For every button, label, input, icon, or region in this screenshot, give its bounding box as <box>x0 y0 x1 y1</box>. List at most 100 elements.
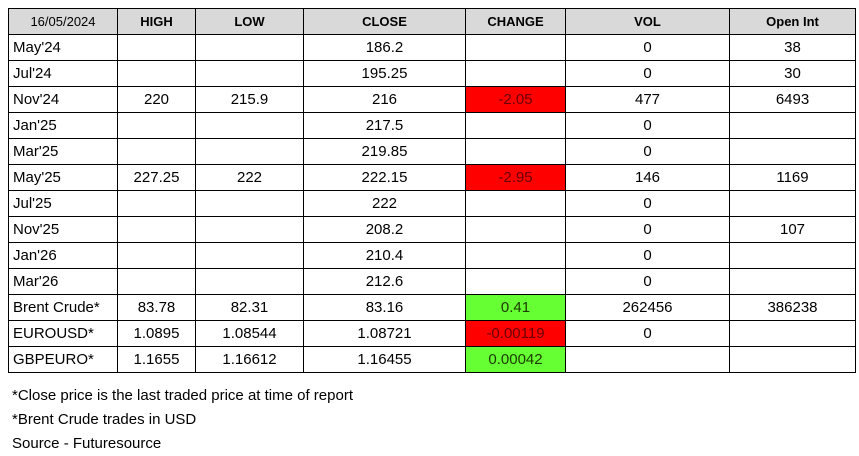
cell-name: Jan'25 <box>8 112 118 139</box>
cell-vol <box>565 346 730 373</box>
cell-high <box>117 112 196 139</box>
cell-low <box>195 268 304 295</box>
prices-table: 16/05/2024 HIGH LOW CLOSE CHANGE VOL Open Int … <box>8 8 856 373</box>
cell-vol: 0 <box>565 190 730 217</box>
cell-high <box>117 242 196 269</box>
cell-oi: 6493 <box>729 86 856 113</box>
table-row: Brent Crude* 83.78 82.31 83.16 0.41 262456 386… <box>8 294 856 321</box>
cell-name: Jan'26 <box>8 242 118 269</box>
cell-low: 82.31 <box>195 294 304 321</box>
cell-vol: 0 <box>565 216 730 243</box>
cell-close: 212.6 <box>303 268 466 295</box>
cell-high: 83.78 <box>117 294 196 321</box>
cell-change: -0.00119 <box>465 320 566 347</box>
cell-change <box>465 112 566 139</box>
cell-name: Jul'24 <box>8 60 118 87</box>
cell-name: May'25 <box>8 164 118 191</box>
cell-name: Mar'25 <box>8 138 118 165</box>
header-row: 16/05/2024 HIGH LOW CLOSE CHANGE VOL Open Int <box>8 8 856 35</box>
cell-change <box>465 190 566 217</box>
cell-vol: 0 <box>565 60 730 87</box>
table-row: May'24 186.2 0 38 <box>8 34 856 61</box>
cell-oi <box>729 138 856 165</box>
column-header: CHANGE <box>465 8 566 35</box>
cell-close: 210.4 <box>303 242 466 269</box>
cell-close: 219.85 <box>303 138 466 165</box>
cell-high: 1.1655 <box>117 346 196 373</box>
cell-oi <box>729 320 856 347</box>
footnotes: *Close price is the last traded price at… <box>12 384 353 456</box>
column-header: CLOSE <box>303 8 466 35</box>
table-row: Jul'25 222 0 <box>8 190 856 217</box>
table-row: EUROUSD* 1.0895 1.08544 1.08721 -0.00119 0 <box>8 320 856 347</box>
cell-close: 222 <box>303 190 466 217</box>
cell-change: -2.95 <box>465 164 566 191</box>
cell-high <box>117 34 196 61</box>
cell-vol: 146 <box>565 164 730 191</box>
cell-change: -2.05 <box>465 86 566 113</box>
cell-change <box>465 60 566 87</box>
cell-close: 222.15 <box>303 164 466 191</box>
cell-high: 220 <box>117 86 196 113</box>
cell-oi: 1169 <box>729 164 856 191</box>
cell-close: 1.16455 <box>303 346 466 373</box>
table-row: Jan'25 217.5 0 <box>8 112 856 139</box>
cell-low <box>195 138 304 165</box>
column-header: LOW <box>195 8 304 35</box>
table-row: GBPEURO* 1.1655 1.16612 1.16455 0.00042 <box>8 346 856 373</box>
cell-close: 195.25 <box>303 60 466 87</box>
column-header: 16/05/2024 <box>8 8 118 35</box>
cell-close: 217.5 <box>303 112 466 139</box>
cell-close: 216 <box>303 86 466 113</box>
cell-oi <box>729 112 856 139</box>
cell-low <box>195 190 304 217</box>
cell-low: 215.9 <box>195 86 304 113</box>
table-row: Nov'25 208.2 0 107 <box>8 216 856 243</box>
cell-vol: 477 <box>565 86 730 113</box>
cell-change <box>465 216 566 243</box>
cell-close: 83.16 <box>303 294 466 321</box>
column-header: HIGH <box>117 8 196 35</box>
cell-oi: 30 <box>729 60 856 87</box>
cell-vol: 0 <box>565 320 730 347</box>
cell-high <box>117 216 196 243</box>
cell-change: 0.41 <box>465 294 566 321</box>
cell-change <box>465 242 566 269</box>
cell-name: Nov'25 <box>8 216 118 243</box>
cell-high <box>117 138 196 165</box>
cell-low: 222 <box>195 164 304 191</box>
cell-low <box>195 112 304 139</box>
cell-change <box>465 138 566 165</box>
cell-low: 1.16612 <box>195 346 304 373</box>
table-row: Mar'26 212.6 0 <box>8 268 856 295</box>
table-row: May'25 227.25 222 222.15 -2.95 146 1169 <box>8 164 856 191</box>
table-row: Nov'24 220 215.9 216 -2.05 477 6493 <box>8 86 856 113</box>
cell-name: Nov'24 <box>8 86 118 113</box>
cell-vol: 0 <box>565 138 730 165</box>
cell-change: 0.00042 <box>465 346 566 373</box>
cell-close: 1.08721 <box>303 320 466 347</box>
table-row: Jul'24 195.25 0 30 <box>8 60 856 87</box>
cell-name: Jul'25 <box>8 190 118 217</box>
cell-low <box>195 216 304 243</box>
cell-close: 208.2 <box>303 216 466 243</box>
cell-high: 227.25 <box>117 164 196 191</box>
cell-name: Mar'26 <box>8 268 118 295</box>
footnote-source: Source - Futuresource <box>12 435 162 452</box>
cell-low: 1.08544 <box>195 320 304 347</box>
cell-low <box>195 34 304 61</box>
cell-low <box>195 242 304 269</box>
footnote-brent: *Brent Crude trades in USD <box>12 411 197 428</box>
cell-oi <box>729 268 856 295</box>
cell-vol: 0 <box>565 268 730 295</box>
cell-change <box>465 34 566 61</box>
cell-oi: 107 <box>729 216 856 243</box>
column-header: VOL <box>565 8 730 35</box>
table-row: Jan'26 210.4 0 <box>8 242 856 269</box>
cell-vol: 0 <box>565 34 730 61</box>
cell-vol: 262456 <box>565 294 730 321</box>
cell-oi <box>729 346 856 373</box>
cell-oi <box>729 190 856 217</box>
cell-oi: 386238 <box>729 294 856 321</box>
cell-name: GBPEURO* <box>8 346 118 373</box>
